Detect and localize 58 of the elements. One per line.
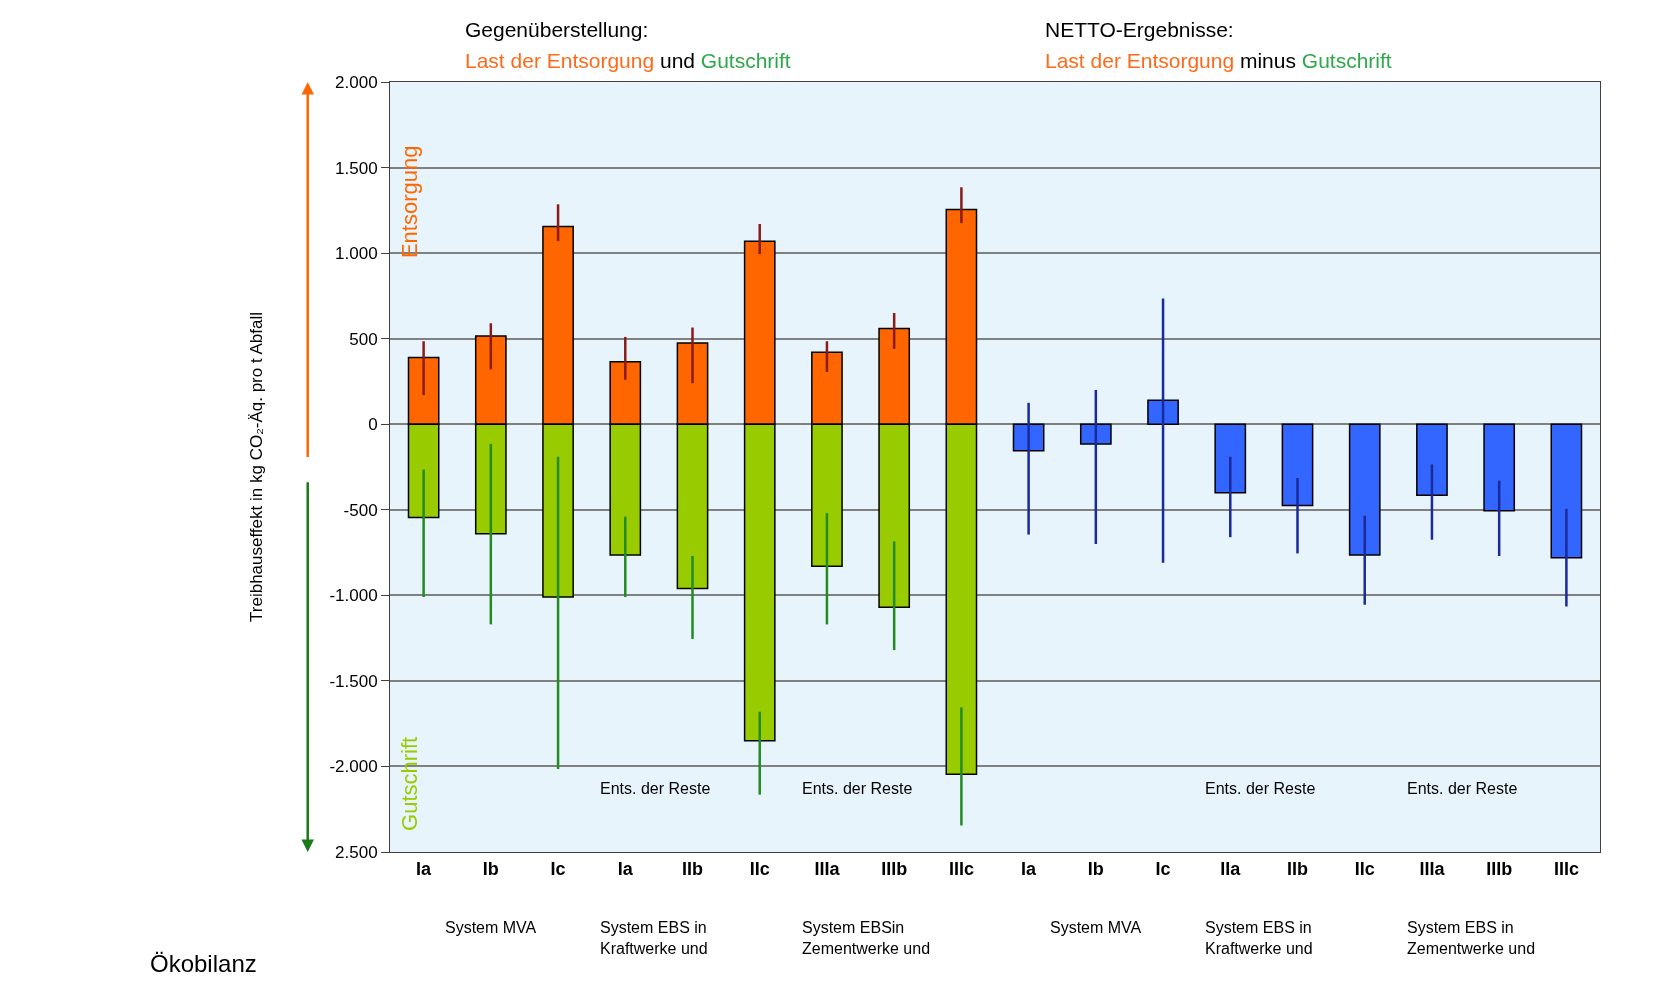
x-tick-label: Ib [1087,858,1104,879]
x-tick-label: IIa [1220,858,1242,879]
text: System MVA [445,919,537,936]
x-tick-label: Ia [1021,858,1038,879]
x-tick-label: IIc [749,858,770,879]
text: NETTO-Ergebnisse: [1045,18,1234,41]
x-tick-label: Ib [482,858,499,879]
text: System EBS in Zementwerke und [1407,919,1536,957]
x-tick-label: IIIb [1486,858,1513,879]
text: minus [1239,49,1296,72]
x-tick-label: Ia [617,858,634,879]
bar [1483,423,1516,512]
x-tick-label: IIIa [814,858,841,879]
x-tick-label: IIIb [881,858,908,879]
text: Gutschrift [396,736,422,831]
y-tick-label: -1.500 [329,671,378,691]
bar [1550,423,1583,559]
y-tick-label: 1.000 [335,244,378,264]
bar [1281,423,1314,507]
y-tick-label: 500 [349,329,378,349]
text: Gegenüberstellung: [465,18,649,41]
annotation: Ents. der Reste [1407,780,1518,797]
text: und [659,49,695,72]
x-tick-label: IIIa [1419,858,1446,879]
x-tick-label: IIIc [948,858,974,879]
y-tick-label: 2.000 [335,72,378,92]
bar [1348,423,1381,556]
text: System EBSin Zementwerke und [802,919,931,957]
x-tick-label: IIb [682,858,703,879]
text: Ökobilanz [150,950,257,977]
text: Last der Entsorgung [1045,49,1235,72]
y-tick-label: 2.500 [335,842,378,862]
bar [1214,423,1247,494]
text: System EBS in Kraftwerke und [1205,919,1313,957]
y-tick-label: 0 [368,415,378,435]
x-tick-label: Ic [1155,858,1171,879]
text: Entsorgung [396,145,422,259]
x-tick-label: IIb [1287,858,1308,879]
annotation: Ents. der Reste [802,780,913,797]
annotation: Ents. der Reste [600,780,711,797]
text: System MVA [1050,919,1142,936]
text: Gutschrift [1301,49,1392,72]
bar [1079,423,1112,445]
x-tick-label: Ic [550,858,566,879]
y-tick-label: -500 [343,500,378,520]
text: System EBS in Kraftwerke und [600,919,708,957]
x-tick-label: IIc [1354,858,1375,879]
bar [1147,399,1179,425]
y-axis-title: Treibhauseffekt in kg CO₂-Äq. pro t Abfall [246,312,266,622]
text: Last der Entsorgung [465,49,655,72]
y-tick-label: 1.500 [335,158,378,178]
y-tick-label: -1.000 [329,586,378,606]
text: Gutschrift [700,49,791,72]
bar [1416,423,1448,496]
x-tick-label: Ia [416,858,433,879]
annotation: Ents. der Reste [1205,780,1316,797]
x-tick-label: IIIc [1553,858,1579,879]
y-tick-label: -2.000 [329,757,378,777]
